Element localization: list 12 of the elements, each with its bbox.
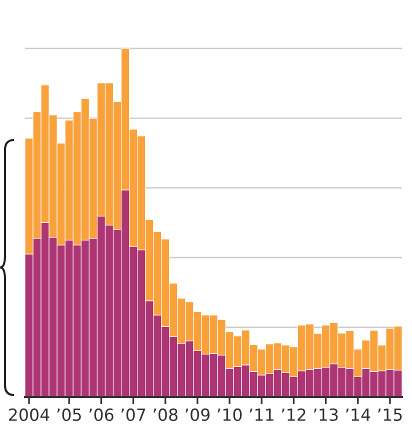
x-tick-label: ’12	[282, 408, 306, 421]
x-tick-label: 2004	[9, 408, 50, 422]
x-tick-label: ’07	[121, 408, 146, 422]
x-tick-label: ’05	[57, 408, 81, 422]
x-tick-label: ’14	[346, 408, 370, 421]
x-tick-label: ’08	[154, 408, 178, 422]
x-tick-label: ’06	[89, 408, 114, 422]
x-tick-label: ’15	[378, 408, 402, 422]
x-tick-label: ’11	[250, 408, 274, 421]
x-tick-label: ’09	[186, 408, 210, 422]
x-tick-label: ’13	[314, 408, 338, 422]
x-tick-label: ’10	[218, 408, 242, 422]
